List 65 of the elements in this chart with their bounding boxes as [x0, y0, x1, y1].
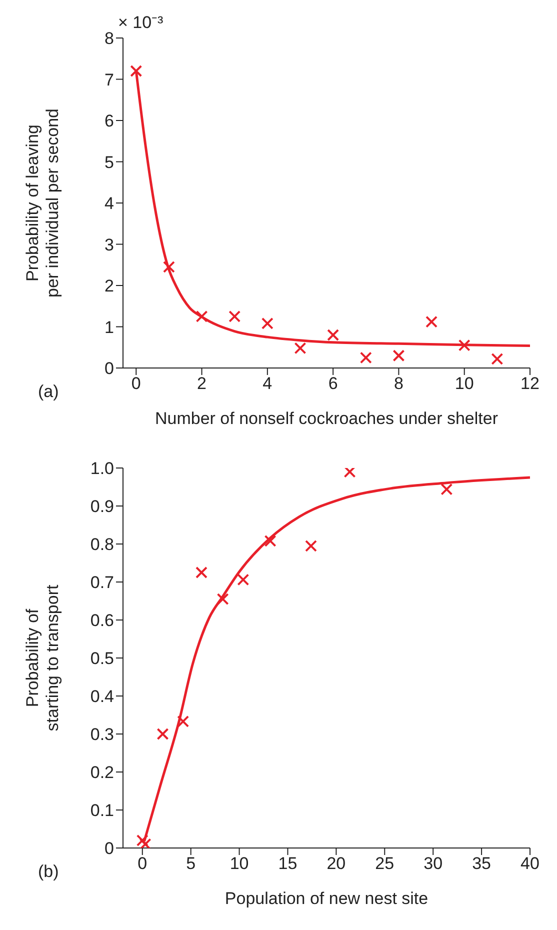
y-tick-label: 0.4	[90, 687, 114, 706]
text: × 10⁻³	[118, 12, 164, 33]
y-tick-label: 0.1	[90, 801, 114, 820]
y-tick-label: 0	[104, 359, 114, 378]
point	[261, 317, 274, 330]
y-tick-label: 0.6	[90, 611, 114, 630]
y-tick-label: 0.9	[90, 497, 114, 516]
y-tick-label: 0.8	[90, 535, 114, 554]
point	[156, 728, 169, 740]
point	[294, 342, 306, 354]
point	[139, 838, 152, 848]
y-tick-label: 1	[104, 318, 114, 337]
point	[392, 350, 405, 362]
point	[426, 316, 438, 328]
x-tick-label: 8	[394, 374, 404, 394]
y-tick-label: 8	[104, 29, 114, 48]
point	[196, 310, 208, 322]
point	[228, 310, 241, 322]
x-tick-label: 6	[328, 374, 338, 394]
y-axis-title: Probability of starting to transport	[23, 584, 62, 732]
y-tick-label: 3	[104, 235, 114, 254]
y-tick-label: 0.7	[90, 573, 114, 592]
y-tick-label: 6	[104, 112, 114, 131]
x-tick-label: 0	[131, 374, 141, 394]
point	[177, 715, 190, 728]
x-tick-label: 4	[262, 374, 272, 394]
point	[458, 339, 470, 352]
point	[216, 593, 229, 606]
point	[440, 483, 453, 496]
point	[237, 574, 250, 586]
x-tick-label: 25	[375, 854, 394, 874]
x-tick-label: 10	[454, 374, 474, 394]
y-tick-label: 1.0	[90, 459, 114, 478]
point	[304, 540, 317, 552]
point	[195, 566, 208, 578]
y-tick-label: 0.5	[90, 649, 114, 668]
y-tick-label: 0.2	[90, 763, 114, 782]
x-tick-label: 15	[278, 854, 298, 874]
y-tick-label: 7	[104, 70, 114, 90]
x-axis-title: Number of nonself cockroaches under shelter	[154, 409, 498, 428]
x-tick-label: 5	[186, 854, 196, 874]
x-tick-label: 12	[520, 374, 540, 394]
y-tick-label: 0	[104, 839, 114, 858]
point	[344, 468, 356, 478]
x-tick-label: 30	[424, 854, 443, 874]
point	[327, 329, 340, 341]
y-tick-label: 0.3	[90, 725, 114, 744]
point	[491, 352, 504, 365]
y-tick-label: 2	[104, 276, 114, 296]
point	[360, 352, 372, 364]
x-tick-label: 35	[472, 854, 492, 874]
x-tick-label: 10	[230, 854, 249, 874]
x-tick-label: 2	[197, 374, 207, 394]
point	[264, 534, 276, 547]
text: (a)	[38, 382, 59, 402]
y-tick-label: 4	[104, 194, 114, 214]
x-axis-title: Population of new nest site	[224, 889, 428, 908]
x-tick-label: 40	[520, 854, 540, 874]
text: (b)	[38, 862, 59, 882]
x-tick-label: 20	[326, 854, 346, 874]
y-tick-label: 5	[104, 152, 114, 172]
y-axis-title: Probability of leaving per individual per second	[23, 108, 62, 298]
x-tick-label: 0	[138, 854, 148, 874]
point	[130, 65, 142, 77]
point	[162, 260, 175, 273]
